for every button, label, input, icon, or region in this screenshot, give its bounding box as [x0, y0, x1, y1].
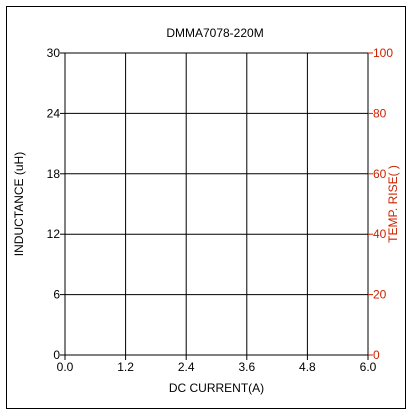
y-left-tick-label: 18 — [47, 167, 61, 181]
x-tick-label: 2.4 — [178, 360, 195, 374]
plot-area — [64, 52, 369, 356]
chart-frame — [6, 6, 406, 409]
y-axis-right: 0 20 40 60 80 100 — [368, 46, 393, 362]
x-tick-label: 4.8 — [299, 360, 316, 374]
y-right-tick-label: 80 — [373, 106, 387, 120]
x-tick-label: 1.2 — [117, 360, 134, 374]
grid — [65, 53, 368, 355]
x-axis-label: DC CURRENT(A) — [169, 381, 264, 395]
chart-title: DMMA7078-220M — [166, 26, 263, 40]
x-tick-label: 0.0 — [57, 360, 74, 374]
y-left-tick-label: 6 — [53, 288, 60, 302]
y-axis-right-label: TEMP. RISE( ) — [386, 165, 400, 243]
x-tick-label: 3.6 — [238, 360, 255, 374]
y-right-tick-label: 0 — [373, 348, 380, 362]
y-left-tick-label: 12 — [47, 227, 61, 241]
y-axis-left-label: INDUCTANCE (uH) — [12, 152, 26, 256]
y-right-tick-label: 20 — [373, 288, 387, 302]
x-tick-label: 6.0 — [360, 360, 377, 374]
y-right-tick-label: 40 — [373, 227, 387, 241]
y-left-tick-label: 24 — [47, 106, 61, 120]
y-left-tick-label: 0 — [53, 348, 60, 362]
y-right-tick-label: 100 — [373, 46, 393, 60]
y-right-tick-label: 60 — [373, 167, 387, 181]
x-axis: 0.0 1.2 2.4 3.6 4.8 6.0 — [57, 355, 377, 374]
y-axis-left: 0 6 12 18 24 30 — [47, 46, 65, 362]
y-left-tick-label: 30 — [47, 46, 61, 60]
